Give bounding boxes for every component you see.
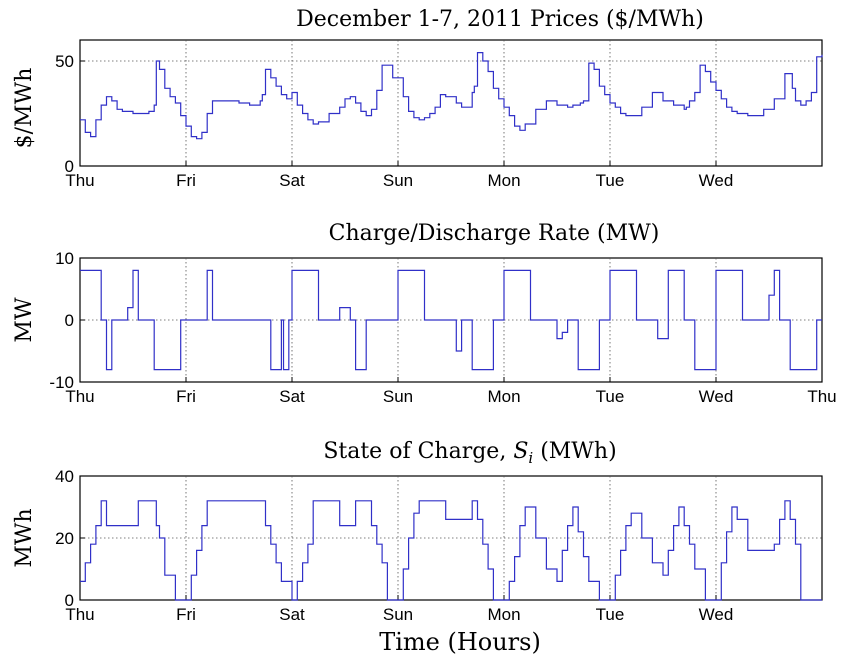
price-x-tick-label: Wed [699, 171, 734, 190]
price-gridlines [80, 40, 822, 166]
price-x-tick-label: Fri [176, 171, 196, 190]
soc-y-tick-label: 20 [55, 529, 74, 548]
rate-x-tick-label: Fri [176, 387, 196, 406]
rate-y-tick-label: 0 [65, 311, 74, 330]
price-x-tick-label: Tue [596, 171, 625, 190]
rate-x-tick-label: Sat [279, 387, 305, 406]
price-x-tick-label: Mon [487, 171, 520, 190]
soc-x-tick-label: Thu [65, 605, 94, 624]
price-series-line [80, 52, 823, 140]
time-x-axis-label: Time (Hours) [379, 628, 541, 656]
rate-x-tick-label: Sun [383, 387, 413, 406]
rate-x-tick-label: Mon [487, 387, 520, 406]
price-chart-title: December 1-7, 2011 Prices ($/MWh) [296, 7, 704, 32]
soc-x-tick-label: Sun [383, 605, 413, 624]
price-panel: December 1-7, 2011 Prices ($/MWh) $/MWh … [12, 7, 823, 190]
price-x-tick-label: Sat [279, 171, 305, 190]
soc-gridlines [80, 476, 822, 600]
soc-y-axis-label: MWh [12, 508, 37, 567]
price-plot-frame [79, 39, 823, 167]
rate-x-tick-label: Thu [807, 387, 836, 406]
rate-panel: Charge/Discharge Rate (MW) MW Thu Fri Sat S… [12, 221, 837, 406]
price-y-tick-label: 0 [65, 157, 74, 176]
soc-x-tick-label: Sat [279, 605, 305, 624]
soc-x-tick-label: Wed [699, 605, 734, 624]
rate-x-tick-label: Thu [65, 387, 94, 406]
soc-axis-ticks: Thu Fri Sat Sun Mon Tue Wed 0 20 40 [55, 467, 733, 624]
soc-chart-title: State of Charge, Si (MWh) [323, 439, 616, 467]
soc-x-tick-label: Fri [176, 605, 196, 624]
price-axis-ticks: Thu Fri Sat Sun Mon Tue Wed 0 50 [55, 52, 733, 190]
rate-y-tick-label: 10 [55, 249, 74, 268]
soc-y-tick-label: 0 [65, 591, 74, 610]
soc-panel: State of Charge, Si (MWh) MWh Thu Fri Sat S… [12, 439, 823, 656]
price-y-tick-label: 50 [55, 52, 74, 71]
soc-x-tick-label: Mon [487, 605, 520, 624]
soc-series-line [80, 500, 822, 601]
rate-chart-title: Charge/Discharge Rate (MW) [329, 221, 660, 246]
soc-y-tick-label: 40 [55, 467, 74, 486]
price-x-tick-label: Thu [65, 171, 94, 190]
soc-x-tick-label: Tue [596, 605, 625, 624]
price-y-axis-label: $/MWh [12, 68, 37, 149]
rate-series-line [80, 269, 822, 371]
rate-y-tick-label: -10 [49, 373, 74, 392]
rate-y-axis-label: MW [12, 297, 37, 343]
rate-x-tick-label: Wed [699, 387, 734, 406]
price-x-tick-label: Sun [383, 171, 413, 190]
rate-x-tick-label: Tue [596, 387, 625, 406]
